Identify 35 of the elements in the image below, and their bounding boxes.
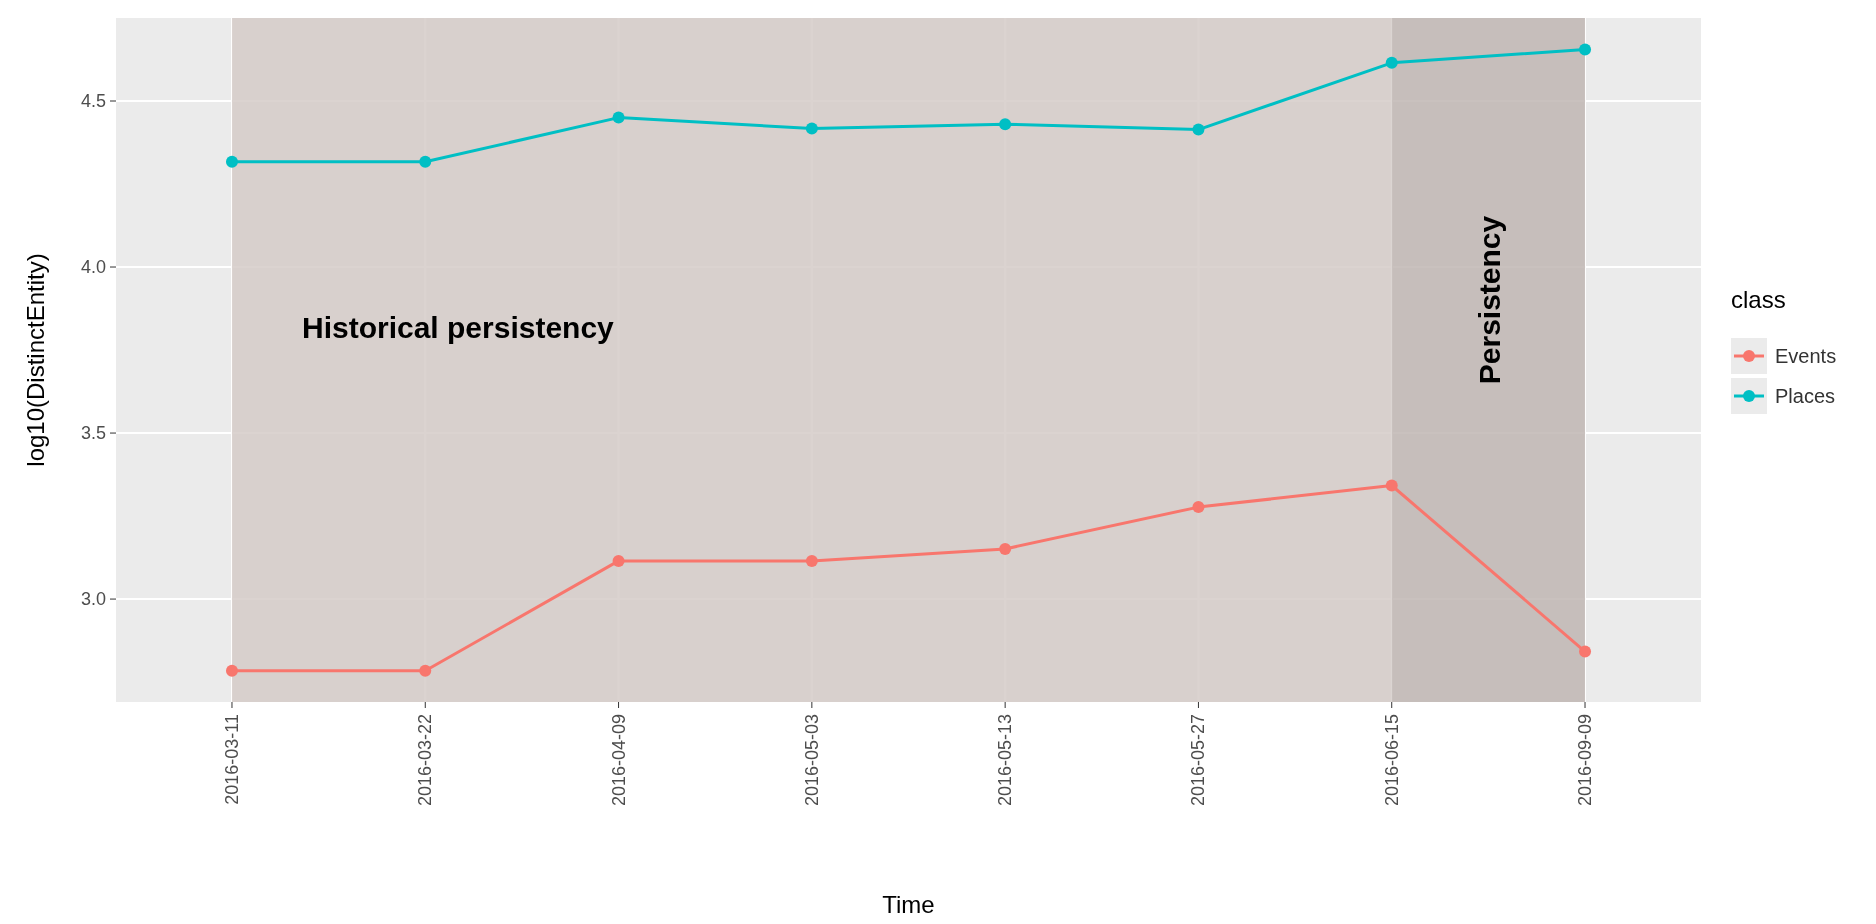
point xyxy=(612,554,625,567)
legend-title: class xyxy=(1731,286,1786,313)
x-tick-label: 2016-09-09 xyxy=(1575,714,1596,807)
point xyxy=(1192,501,1205,514)
point xyxy=(999,118,1012,131)
point xyxy=(1579,43,1592,56)
point xyxy=(225,664,238,677)
point xyxy=(1385,479,1398,492)
x-axis-title: Time xyxy=(882,891,935,918)
y-tick-label: 4.0 xyxy=(80,257,106,278)
x-tick-label: 2016-06-15 xyxy=(1381,714,1402,807)
point xyxy=(805,554,818,567)
x-tick-label: 2016-03-11 xyxy=(221,714,242,805)
point xyxy=(1579,645,1592,658)
x-tick-label: 2016-05-03 xyxy=(801,714,822,807)
band-label: Historical persistency xyxy=(301,311,615,344)
point xyxy=(1192,123,1205,136)
point xyxy=(999,542,1012,555)
band-label: Persistency xyxy=(1473,215,1507,385)
y-tick-label: 3.0 xyxy=(80,589,106,610)
y-tick-label: 4.5 xyxy=(80,91,106,112)
point xyxy=(612,111,625,124)
x-tick-label: 2016-03-22 xyxy=(415,714,436,807)
legend-label: Places xyxy=(1775,385,1836,407)
y-tick-label: 3.5 xyxy=(80,423,106,444)
point xyxy=(225,155,238,168)
point xyxy=(1385,56,1398,69)
point xyxy=(419,664,432,677)
point xyxy=(805,122,818,135)
legend-label: Events xyxy=(1775,345,1837,367)
point xyxy=(419,155,432,168)
y-axis-title: log10(DistinctEntity) xyxy=(22,253,49,467)
x-tick-label: 2016-05-13 xyxy=(995,714,1016,807)
x-tick-label: 2016-05-27 xyxy=(1188,714,1209,807)
x-tick-label: 2016-04-09 xyxy=(608,714,629,807)
